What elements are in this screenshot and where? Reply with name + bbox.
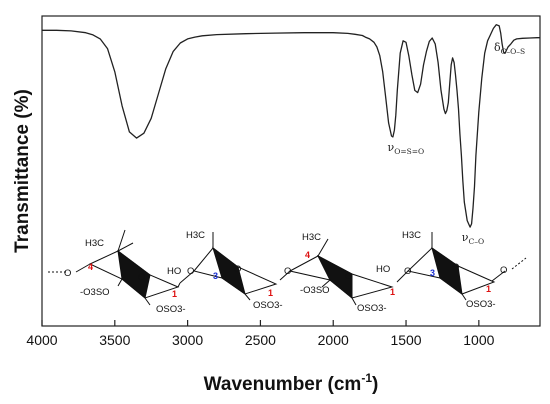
position-1-label: 1 [390,287,395,297]
ring-oxygen-label: O [404,266,411,277]
x-tick-label: 4000 [26,332,57,348]
x-tick-label: 3500 [99,332,130,348]
x-tick-label: 2500 [245,332,276,348]
ring-oxygen-label: O [64,268,71,279]
methyl-label-2: H3C [186,230,205,241]
x-axis-title-close: ) [372,374,378,395]
transmittance-line [42,24,540,228]
ring-oxygen-label: O [452,262,459,273]
position-1-label: 1 [268,288,273,298]
position-4-label: 4 [88,262,93,272]
x-tick-label: 2000 [318,332,349,348]
sugar-ring-2 [193,232,278,301]
sulfate-label-left: -O3SO [300,285,330,296]
sulfate-label-right: OSO3- [156,304,186,315]
sulfate-label-right: OSO3- [357,303,387,314]
x-tick-label: 1000 [463,332,494,348]
sugar-ring-1 [88,229,181,306]
x-axis-title: Wavenumber (cm-1) [204,371,379,395]
x-tick-label: 1500 [390,332,421,348]
ring-oxygen-label: O [234,264,241,275]
hydroxyl-label: HO [376,264,390,275]
position-3-label: 3 [213,271,218,281]
peak-annotation: νO=S=O [388,141,425,156]
x-tick-label: 3000 [172,332,203,348]
sulfate-label-right: OSO3- [253,300,283,311]
y-axis-title: Transmittance (%) [12,89,33,253]
position-1-label: 1 [486,284,491,294]
sulfate-label-right: OSO3- [466,299,496,310]
sugar-ring-4 [406,232,496,301]
sulfate-label-left: -O3SO [80,287,110,298]
ring-oxygen-label: O [345,271,352,282]
structure-labels: H3C H3C H3C H3C O O O O O O O O O HO HO … [64,230,507,315]
sugar-ring-3 [288,238,394,306]
peak-annotation: νC–O [462,231,484,246]
ring-oxygen-label: O [138,272,145,283]
plot-frame [41,15,541,327]
ring-oxygen-label: O [187,266,194,277]
methyl-label-4: H3C [402,230,421,241]
peak-annotations: νO=S=O νC–O δC–O–S [388,41,526,246]
methyl-label-3: H3C [302,232,321,243]
position-4-label: 4 [305,250,310,260]
peak-annotation: δC–O–S [494,41,525,56]
structure-inset [48,229,527,306]
position-1-label: 1 [172,289,177,299]
position-3-label: 3 [430,268,435,278]
chain-end-right [511,257,527,270]
ring-oxygen-label: O [284,266,291,277]
x-axis-title-sup: -1 [361,371,372,385]
hydroxyl-label: HO [167,266,181,277]
x-axis-title-main: Wavenumber (cm [204,374,362,395]
methyl-label-1: H3C [85,238,104,249]
ring-oxygen-label: O [500,265,507,276]
x-axis-ticks: 4000 3500 3000 2500 2000 1500 1000 [26,320,495,348]
